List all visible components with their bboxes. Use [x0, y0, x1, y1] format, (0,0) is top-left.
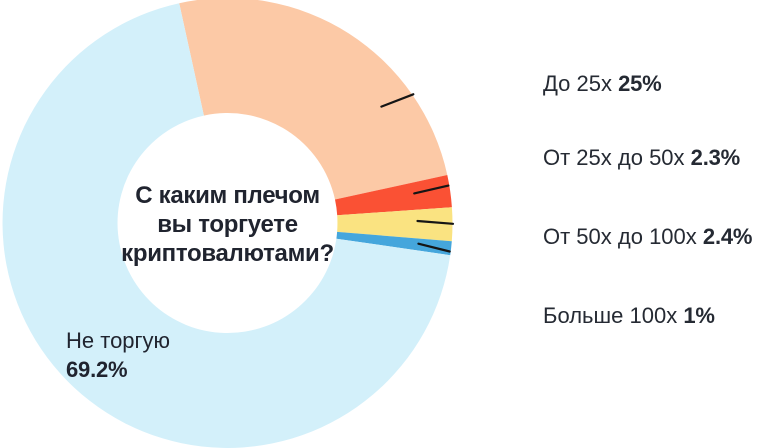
- label-ne-torguyu-value: 69.2%: [66, 357, 128, 382]
- donut-center-question: С каким плечом вы торгуете криптовалютам…: [77, 181, 378, 268]
- label-ne-torguyu-text: Не торгую: [66, 328, 171, 353]
- callout-line-ot-50x-do-100x: [416, 219, 455, 225]
- question-line-3: криптовалютами?: [121, 240, 334, 267]
- label-bolshe-100x-text: Больше 100x: [543, 303, 678, 328]
- slice-ne-torguyu: [2, 3, 451, 448]
- slice-ot-25x-do-50x: [335, 175, 452, 216]
- callout-line-bolshe-100x: [417, 242, 451, 253]
- label-ot-50x-do-100x-value: 2.4%: [702, 224, 753, 249]
- label-ot-25x-do-50x-text: От 25x до 50x: [543, 145, 685, 170]
- question-line-1: С каким плечом: [135, 182, 320, 209]
- label-bolshe-100x: Больше 100x 1%: [543, 303, 715, 329]
- label-ne-torguyu: Не торгую 69.2%: [66, 326, 170, 384]
- callout-line-do-25x: [380, 93, 415, 108]
- label-bolshe-100x-value: 1%: [683, 303, 715, 328]
- callout-line-ot-25x-do-50x: [413, 184, 450, 195]
- question-line-2: вы торгуете: [157, 211, 298, 238]
- slice-do-25x: [179, 0, 448, 200]
- slice-ot-50x-do-100x: [337, 207, 453, 242]
- label-ot-50x-do-100x: От 50x до 100x 2.4%: [543, 224, 752, 250]
- label-do-25x-text: До 25x: [543, 71, 612, 96]
- label-do-25x: До 25x 25%: [543, 71, 662, 97]
- label-ot-25x-do-50x: От 25x до 50x 2.3%: [543, 145, 740, 171]
- slice-bolshe-100x: [336, 231, 452, 256]
- label-ot-50x-do-100x-text: От 50x до 100x: [543, 224, 697, 249]
- label-do-25x-value: 25%: [618, 71, 662, 96]
- label-ot-25x-do-50x-value: 2.3%: [690, 145, 741, 170]
